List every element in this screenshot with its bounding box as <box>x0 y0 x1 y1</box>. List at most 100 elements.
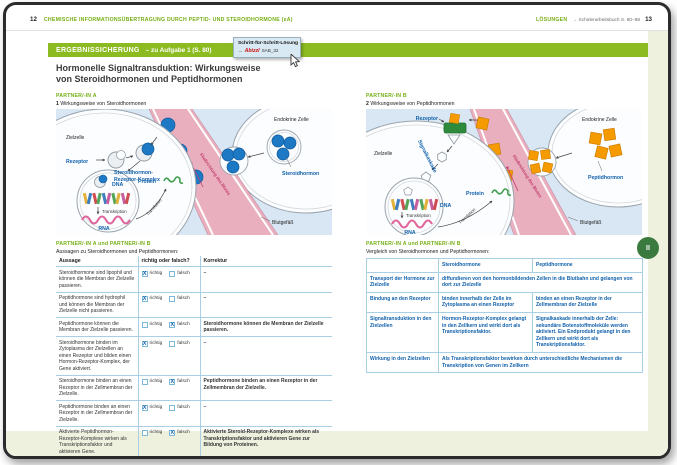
arrow-icon: → <box>238 48 243 53</box>
statement-row: Aktivierte Peptidhormon-Rezeptor-Komplex… <box>56 426 332 456</box>
statement-row: Steroidhormone sind lipophil und können … <box>56 266 332 293</box>
checkbox-label-falsch: falsch <box>177 340 190 346</box>
row-label: Wirkung in den Zielzellen <box>366 351 439 374</box>
rna-icon <box>81 215 131 225</box>
rna-icon <box>391 219 433 229</box>
figure-b-number: 2 <box>366 101 369 107</box>
banner-task-ref: – zu Aufgabe 1 (S. 80) <box>145 46 212 54</box>
statement-row: Steroidhormone binden im Zytoplasma der … <box>56 336 332 376</box>
right-page-number: 13 <box>645 16 652 23</box>
peptide-hormone-squares <box>588 127 623 160</box>
checkbox-falsch[interactable]: X <box>169 321 176 328</box>
checkbox-falsch[interactable] <box>169 404 176 411</box>
tooltip-title: Schritt-für-Schritt-Lösung <box>238 41 299 46</box>
peptide-diagram: Fließrichtung des Blutes <box>366 109 642 235</box>
checkbox-label-richtig: richtig <box>149 404 163 410</box>
exocytosis-bump <box>219 146 265 176</box>
checkbox-richtig[interactable] <box>141 321 148 328</box>
protein-label: Protein <box>466 191 484 197</box>
checkbox-richtig[interactable] <box>141 379 148 386</box>
section-banner: ERGEBNISSICHERUNG – zu Aufgabe 1 (S. 80) <box>48 43 648 57</box>
partner-a-label: PARTNER/-IN A <box>56 93 97 99</box>
checkbox-richtig[interactable]: X <box>141 270 148 277</box>
comparison-row: Bindung an den Rezeptor binden innerhalb… <box>366 291 643 313</box>
correction-text: Peptidhormone binden an einen Rezeptor i… <box>199 375 332 401</box>
protein-icon <box>135 176 184 220</box>
solutions-label: LÖSUNGEN <box>535 17 568 23</box>
partner-ab-label-left: PARTNER/-IN A und PARTNER/-IN B <box>56 241 151 247</box>
steroid-diagram: Fließrichtung des Blutes <box>56 109 332 235</box>
chapter-title: CHEMISCHE INFORMATIONSÜBERTRAGUNG DURCH … <box>43 17 293 23</box>
statement-row: Ein Endprodukt der Signalkaskade kann im… <box>56 458 332 459</box>
shared-cell: Als Transkriptionsfaktor bewirken durch … <box>438 351 643 374</box>
exocytosis-bump <box>527 147 573 177</box>
rezeptor-label: Rezeptor <box>66 159 88 165</box>
checkbox-label-falsch: falsch <box>177 379 190 384</box>
statement-text: Peptidhormone können die Membran der Zie… <box>56 317 138 337</box>
checkbox-falsch[interactable]: X <box>169 430 176 437</box>
peptide-cell: binden an einen Rezeptor in der Zellmemb… <box>532 291 643 313</box>
partner-b-label: PARTNER/-IN B <box>366 93 407 99</box>
checkbox-label-richtig: richtig <box>149 296 163 301</box>
book-page-window: 12 CHEMISCHE INFORMATIONSÜBERTRAGUNG DUR… <box>3 2 671 459</box>
statements-header-row: Aussage richtig oder falsch? Korrektur <box>56 256 332 267</box>
statement-row: Peptidhormone können die Membran der Zie… <box>56 317 332 337</box>
shared-cell: diffundieren von den hormonbildenden Zel… <box>438 271 643 293</box>
checkbox-richtig[interactable]: X <box>141 296 148 303</box>
correction-text: – <box>199 292 332 318</box>
signal-cascade <box>417 134 461 190</box>
statement-text: Ein Endprodukt der Signalkaskade kann im… <box>56 458 138 459</box>
figure-b-caption: 2 Wirkungsweise von Peptidhormonen <box>366 101 455 107</box>
comparison-row: Wirkung in den Zielzellen Als Transkript… <box>366 351 643 374</box>
statement-row: Peptidhormone binden an einen Rezeptor i… <box>56 400 332 427</box>
checkbox-label-falsch: falsch <box>177 430 190 435</box>
receptor-shape <box>438 112 478 134</box>
transkription-label: Transkription <box>406 213 431 218</box>
banner-label: ERGEBNISSICHERUNG <box>56 46 140 54</box>
brand-logo: Abizzl <box>244 48 260 54</box>
comparison-row: Transport der Hormone zur Zielzelle diff… <box>366 271 643 293</box>
correction-text: Steroidhormone können die Membran der Zi… <box>199 317 332 337</box>
checkbox-falsch[interactable] <box>169 340 176 347</box>
checkbox-label-richtig: richtig <box>149 321 163 327</box>
checkbox-falsch[interactable]: X <box>169 379 176 386</box>
checkbox-falsch[interactable] <box>169 270 176 277</box>
statement-text: Steroidhormone binden im Zytoplasma der … <box>56 336 138 376</box>
rna-label: RNA <box>404 230 415 235</box>
comparison-table: Steroidhormone Peptidhormone Transport d… <box>366 258 643 374</box>
row-label: Signaltransduktion in den Zielzellen <box>366 311 439 353</box>
endokrine-zelle-label: Endokrine Zelle <box>582 117 617 123</box>
row-label: Transport der Hormone zur Zielzelle <box>366 271 439 293</box>
col-header-korrektur: Korrektur <box>199 256 332 267</box>
steroid-cell: binden innerhalb der Zelle im Zytoplasma… <box>438 291 533 313</box>
checkbox-label-falsch: falsch <box>177 321 190 327</box>
tooltip-link[interactable]: → Abizzl SAB_32 <box>238 48 296 54</box>
checkbox-label-richtig: richtig <box>149 379 163 384</box>
statements-intro: Aussagen zu Steroidhormonen und Peptidho… <box>56 249 179 255</box>
chapter-tab[interactable]: II <box>637 237 659 259</box>
page-title: Hormonelle Signaltransduktion: Wirkungsw… <box>56 63 260 85</box>
mouse-cursor-icon <box>290 54 301 68</box>
steroid-cell: Hormon-Rezeptor-Komplex gelangt in den Z… <box>438 311 533 353</box>
checkbox-richtig[interactable] <box>141 430 148 437</box>
correction-text: – <box>199 336 332 376</box>
dna-icon <box>82 192 131 205</box>
checkbox-label-falsch: falsch <box>177 404 190 410</box>
checkbox-richtig[interactable]: X <box>141 404 148 411</box>
partner-ab-label-right: PARTNER/-IN A und PARTNER/-IN B <box>366 241 461 247</box>
title-line-1: Hormonelle Signaltransduktion: Wirkungsw… <box>56 63 261 73</box>
checkbox-richtig[interactable]: X <box>141 340 148 347</box>
checkbox-falsch[interactable] <box>169 296 176 303</box>
hormone-receptor-complex <box>127 136 158 172</box>
figure-a-text: Wirkungsweise von Steroidhormonen <box>60 101 147 107</box>
receptor-shape <box>96 150 134 169</box>
figure-a-caption: 1 Wirkungsweise von Steroidhormonen <box>56 101 146 107</box>
statement-row: Steroidhormone binden an einen Rezeptor … <box>56 375 332 401</box>
correction-text: – <box>200 458 332 459</box>
col-header-steroidhormone: Steroidhormone <box>438 258 533 273</box>
step-solution-tooltip[interactable]: Schritt-für-Schritt-Lösung → Abizzl SAB_… <box>233 37 301 58</box>
checkbox-label-richtig: richtig <box>149 340 163 346</box>
komplex-label-2: Rezeptor-Komplex <box>114 177 160 183</box>
nucleus <box>76 169 140 233</box>
col-header-richtig-falsch: richtig oder falsch? <box>137 256 200 267</box>
